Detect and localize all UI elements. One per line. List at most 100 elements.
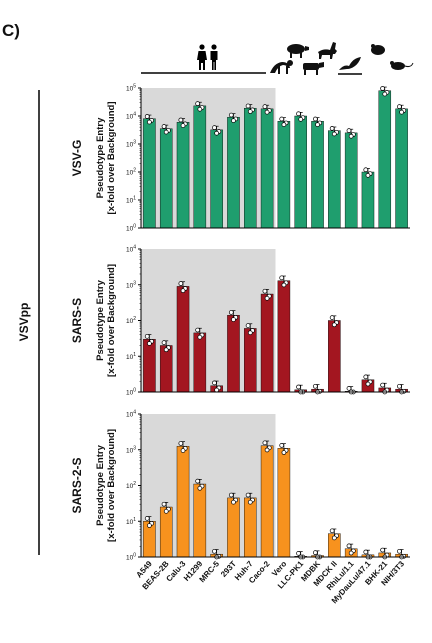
replicate-dot — [212, 380, 217, 386]
y-tick-label: 101 — [126, 196, 136, 205]
replicate-dot — [397, 383, 402, 389]
replicate-dot — [382, 91, 388, 97]
replicate-dot — [279, 116, 285, 122]
chart-panel-sars-s: 100 101 102 103 104 Pseudotype Entry [x-fold o… — [70, 245, 410, 397]
dog-icon — [318, 42, 337, 59]
replicate-dot — [279, 275, 285, 281]
replicate-dot — [228, 492, 234, 498]
bar — [260, 445, 274, 558]
replicate-dot — [399, 109, 404, 115]
bar — [176, 286, 190, 393]
y-tick-label: 104 — [126, 410, 136, 419]
replicate-dot — [247, 499, 253, 505]
replicate-dot — [144, 333, 150, 339]
replicate-dot — [264, 109, 270, 115]
replicate-dot — [180, 288, 186, 294]
bar — [176, 122, 190, 229]
replicate-dot — [380, 86, 385, 91]
bat-icon — [339, 57, 361, 70]
replicate-dot — [346, 543, 352, 549]
y-tick-label: 103 — [126, 445, 136, 454]
hamster-icon — [371, 44, 385, 55]
replicate-dot — [214, 130, 220, 136]
y-tick-label: 103 — [126, 140, 136, 149]
bar — [227, 315, 240, 393]
bar — [143, 118, 156, 229]
bar — [328, 320, 341, 393]
replicate-dot — [329, 528, 335, 534]
replicate-dot — [161, 340, 167, 345]
y-tick-label: 100 — [126, 553, 136, 562]
y-tick-label: 101 — [126, 517, 136, 526]
replicate-dot — [195, 101, 200, 106]
replicate-dot — [214, 387, 220, 393]
bar — [210, 129, 223, 229]
mouse-icon — [390, 61, 414, 70]
bar — [395, 108, 408, 229]
replicate-dot — [212, 125, 217, 130]
replicate-dot — [231, 499, 236, 505]
replicate-dot — [197, 485, 203, 491]
bar — [244, 497, 257, 558]
bar — [227, 497, 240, 558]
bar — [176, 446, 190, 558]
figure-label: C) — [2, 21, 20, 40]
replicate-dot — [231, 317, 236, 322]
replicate-dot — [397, 104, 402, 109]
replicate-dot — [245, 323, 251, 328]
bar — [311, 121, 324, 229]
replicate-dot — [281, 450, 287, 455]
x-axis-labels: A549BEAS-2BCalu-3H1299MRC-5293THuh-7Caco… — [134, 559, 406, 605]
replicate-dot — [331, 322, 337, 328]
bar — [193, 105, 207, 229]
replicate-dot — [262, 440, 268, 446]
replicate-dot — [363, 549, 369, 555]
replicate-dot — [212, 548, 217, 554]
y-axis-title: Pseudotype Entry — [95, 444, 106, 525]
panel-label: VSV-G — [70, 140, 84, 177]
replicate-dot — [312, 383, 318, 389]
replicate-dot — [365, 173, 371, 178]
bar — [244, 107, 257, 229]
replicate-dot — [363, 374, 369, 380]
side-label: VSVpp — [17, 303, 31, 342]
replicate-dot — [245, 103, 251, 109]
replicate-dot — [147, 523, 152, 528]
replicate-dot — [298, 117, 304, 122]
replicate-dot — [195, 478, 200, 484]
replicate-dot — [346, 128, 352, 133]
replicate-dot — [231, 118, 236, 123]
bar — [277, 448, 291, 558]
replicate-dot — [197, 334, 203, 340]
bar — [159, 345, 173, 393]
replicate-dot — [228, 310, 234, 315]
bar — [143, 338, 156, 393]
replicate-dot — [180, 448, 186, 453]
replicate-dot — [147, 119, 152, 125]
replicate-dot — [144, 114, 150, 119]
y-tick-label: 104 — [126, 112, 136, 121]
bar — [294, 115, 307, 229]
replicate-dot — [163, 129, 169, 135]
replicate-dot — [380, 382, 385, 388]
bar — [159, 128, 173, 229]
replicate-dot — [262, 288, 268, 294]
replicate-dot — [363, 167, 369, 173]
replicate-dot — [161, 124, 167, 129]
replicate-dot — [346, 386, 352, 391]
replicate-dot — [180, 123, 186, 128]
panel-label: SARS-2-S — [70, 457, 84, 513]
bar — [277, 121, 291, 229]
bar — [260, 108, 274, 229]
bar — [227, 117, 240, 229]
y-tick-label: 105 — [126, 84, 136, 93]
replicate-dot — [365, 381, 371, 387]
replicate-dot — [312, 550, 318, 556]
replicate-dot — [315, 122, 320, 127]
y-axis-title: [x-fold over Background] — [106, 429, 117, 542]
bar — [378, 90, 392, 229]
replicate-dot — [279, 443, 285, 448]
bar — [159, 506, 173, 558]
